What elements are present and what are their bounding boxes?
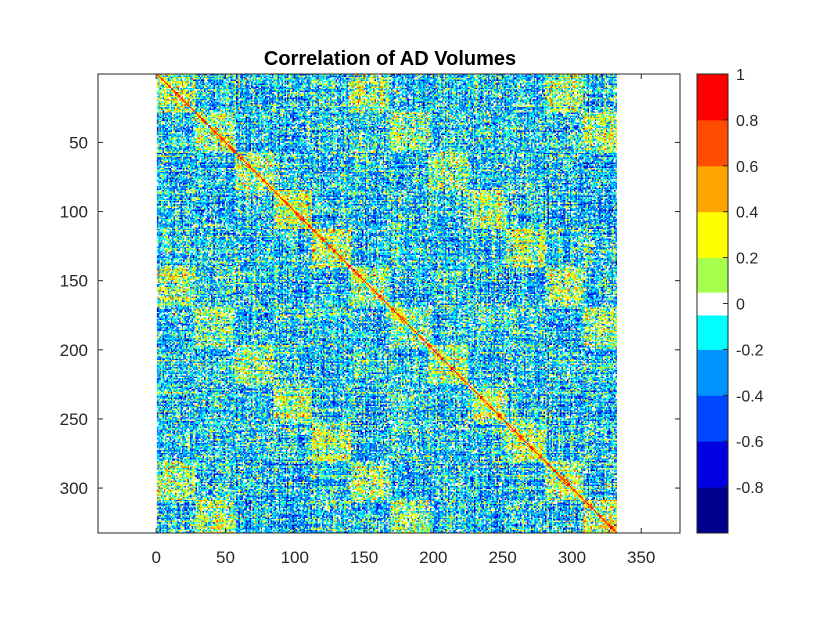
colorbar-tick-label: -0.8 <box>736 480 764 497</box>
x-tick-label: 0 <box>151 548 160 567</box>
y-axis: 50 100 150 200 250 300 <box>60 133 680 498</box>
y-tick-label: 200 <box>60 341 88 360</box>
x-tick-label: 100 <box>281 548 309 567</box>
colorbar-segment <box>697 119 728 167</box>
axes-frame <box>97 73 681 534</box>
colorbar-segment <box>697 487 728 534</box>
colorbar-segment <box>697 74 728 121</box>
colorbar-tick-label: -0.4 <box>736 388 764 405</box>
colorbar-segment <box>697 314 728 350</box>
colorbar-tick-label: -0.6 <box>736 434 764 451</box>
colorbar-segment <box>697 257 728 293</box>
colorbar-tick-label: 0.2 <box>736 251 758 268</box>
heatmap-image <box>156 74 617 533</box>
x-tick-label: 50 <box>216 548 235 567</box>
y-tick-label: 300 <box>60 479 88 498</box>
x-tick-label: 150 <box>350 548 378 567</box>
heatmap-cells <box>156 74 617 533</box>
x-axis: 0 50 100 150 200 250 300 350 <box>151 74 655 567</box>
colorbar-tick-label: 0.6 <box>736 159 758 176</box>
colorbar-segment <box>697 211 728 259</box>
colorbar: 1 0.8 0.6 0.4 0.2 0 -0.2 -0.4 -0.6 -0.8 <box>696 67 764 534</box>
chart-title: Correlation of AD Volumes <box>264 48 516 70</box>
colorbar-segment <box>697 165 728 213</box>
x-tick-label: 200 <box>419 548 447 567</box>
colorbar-segment <box>697 441 728 488</box>
colorbar-segment <box>697 395 728 442</box>
y-tick-label: 150 <box>60 272 88 291</box>
colorbar-segment <box>697 349 728 396</box>
x-tick-label: 300 <box>558 548 586 567</box>
x-tick-label: 350 <box>627 548 655 567</box>
y-tick-label: 250 <box>60 410 88 429</box>
y-tick-label: 50 <box>69 133 88 152</box>
x-tick-label: 250 <box>488 548 516 567</box>
colorbar-tick-label: 1 <box>736 67 745 84</box>
y-tick-label: 100 <box>60 203 88 222</box>
colorbar-tick-label: 0.4 <box>736 205 758 222</box>
colorbar-segment <box>697 292 728 316</box>
colorbar-tick-label: 0 <box>736 297 745 314</box>
colorbar-tick-label: -0.2 <box>736 342 764 359</box>
colorbar-tick-label: 0.8 <box>736 113 758 130</box>
